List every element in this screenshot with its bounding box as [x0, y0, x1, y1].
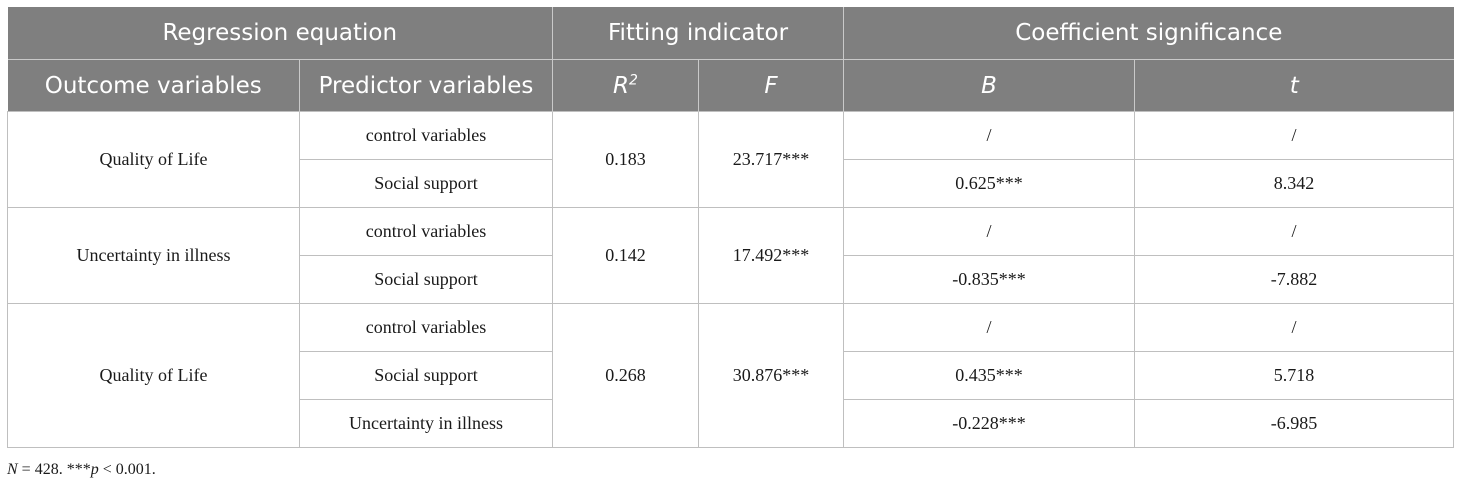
- table-row: Social support -0.835*** -7.882: [8, 255, 1455, 304]
- t-header: t: [1134, 59, 1454, 112]
- outcome-variables-header: Outcome variables: [7, 59, 300, 112]
- outcome-cell: Uncertainty in illness: [7, 207, 300, 304]
- predictor-cell: control variables: [299, 303, 553, 352]
- table-footnote: N = 428. ***p < 0.001.: [7, 461, 156, 479]
- f-cell: 30.876***: [697, 303, 845, 448]
- f-cell: 17.492***: [697, 207, 845, 304]
- r-squared-cell: 0.142: [552, 207, 699, 304]
- column-header-row: Outcome variables Predictor variables R2…: [7, 59, 1454, 112]
- table-row: Quality of Life control variables 0.183 …: [7, 111, 1455, 208]
- predictor-cell: Social support: [299, 255, 553, 304]
- table-row: Social support 0.625*** 8.342: [8, 159, 1455, 208]
- outcome-cell: Quality of Life: [7, 303, 300, 448]
- footnote-n-label: N: [7, 461, 18, 478]
- t-cell: /: [1134, 303, 1455, 352]
- footnote-p-value: < 0.001.: [98, 461, 156, 478]
- r-squared-cell: 0.183: [552, 111, 699, 208]
- fitting-indicator-header: Fitting indicator: [552, 7, 845, 60]
- coefficient-significance-header: Coefficient significance: [843, 7, 1454, 60]
- predictor-cell: Uncertainty in illness: [299, 399, 553, 448]
- footnote-p-label: p: [90, 461, 99, 478]
- table-row: Social support 0.435*** 5.718: [8, 351, 1455, 400]
- group-header-row: Regression equation Fitting indicator Co…: [7, 7, 1454, 60]
- regression-table: Regression equation Fitting indicator Co…: [7, 7, 1455, 448]
- b-cell: /: [843, 207, 1136, 256]
- t-cell: 8.342: [1134, 159, 1455, 208]
- b-cell: -0.228***: [843, 399, 1136, 448]
- t-cell: 5.718: [1134, 351, 1455, 400]
- r-squared-cell: 0.268: [552, 303, 699, 448]
- predictor-variables-header: Predictor variables: [299, 59, 553, 112]
- predictor-cell: control variables: [299, 111, 553, 160]
- table-body: Quality of Life control variables 0.183 …: [7, 111, 1455, 448]
- predictor-cell: Social support: [299, 351, 553, 400]
- table-row: Quality of Life control variables 0.268 …: [7, 303, 1455, 448]
- b-cell: 0.435***: [843, 351, 1136, 400]
- f-header: F: [698, 59, 845, 112]
- predictor-cell: Social support: [299, 159, 553, 208]
- table-container: Regression equation Fitting indicator Co…: [7, 7, 1455, 448]
- f-cell: 23.717***: [697, 111, 845, 208]
- table-row: Uncertainty in illness -0.228*** -6.985: [8, 399, 1455, 448]
- r-squared-header: R2: [552, 59, 699, 112]
- t-cell: -7.882: [1134, 255, 1455, 304]
- predictor-cell: control variables: [299, 207, 553, 256]
- t-cell: /: [1134, 111, 1455, 160]
- t-cell: -6.985: [1134, 399, 1455, 448]
- footnote-n-value: = 428. ***: [17, 461, 91, 478]
- table-header: Regression equation Fitting indicator Co…: [7, 7, 1454, 112]
- r-squared-superscript: 2: [629, 71, 638, 88]
- b-cell: /: [843, 111, 1136, 160]
- b-cell: 0.625***: [843, 159, 1136, 208]
- outcome-cell: Quality of Life: [7, 111, 300, 208]
- table-row: Uncertainty in illness control variables…: [7, 207, 1455, 304]
- r-squared-base: R: [613, 72, 630, 99]
- regression-equation-header: Regression equation: [7, 7, 553, 60]
- b-header: B: [843, 59, 1136, 112]
- b-cell: /: [843, 303, 1136, 352]
- b-cell: -0.835***: [843, 255, 1136, 304]
- t-cell: /: [1134, 207, 1455, 256]
